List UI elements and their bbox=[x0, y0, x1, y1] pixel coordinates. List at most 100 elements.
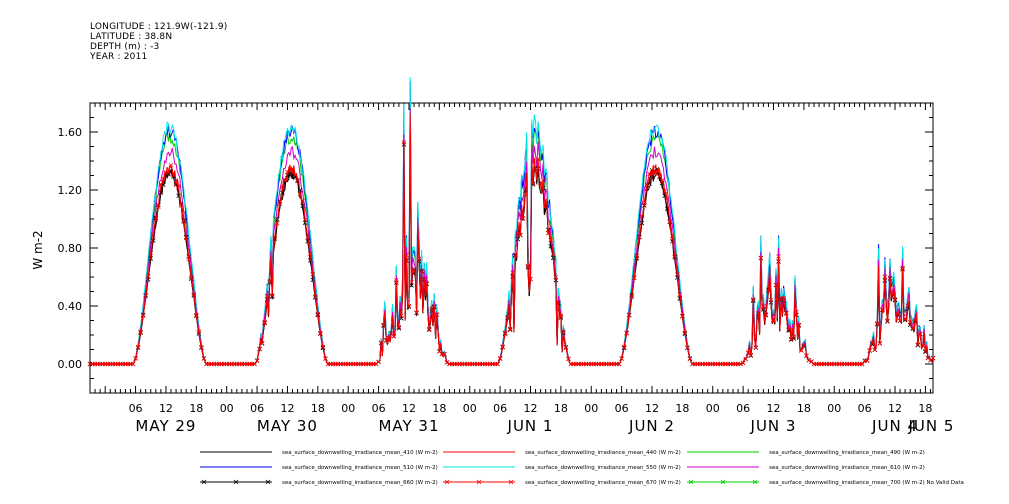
series-marker bbox=[766, 288, 771, 294]
series-marker bbox=[196, 329, 202, 335]
series-marker bbox=[887, 276, 893, 282]
series-marker bbox=[639, 213, 645, 219]
series-marker bbox=[882, 274, 888, 279]
series-marker bbox=[307, 251, 313, 257]
legend-label: sea_surface_downwelling_irradiance_mean_… bbox=[525, 450, 681, 456]
series-marker bbox=[550, 251, 556, 256]
x-hour-label: 12 bbox=[888, 402, 902, 415]
series-marker bbox=[923, 348, 928, 354]
series-marker bbox=[277, 201, 283, 207]
series-marker bbox=[647, 181, 652, 186]
x-hour-label: 12 bbox=[402, 402, 416, 415]
x-hour-label: 06 bbox=[372, 402, 386, 415]
x-day-label: JUN 4 bbox=[871, 417, 918, 435]
y-tick-label: 0.40 bbox=[58, 300, 83, 313]
x-day-label: JUN 3 bbox=[750, 417, 797, 435]
series-marker bbox=[654, 168, 660, 174]
series-marker bbox=[558, 313, 564, 319]
series-marker bbox=[502, 330, 508, 335]
series-marker bbox=[626, 312, 632, 318]
series-marker bbox=[401, 140, 407, 145]
series-marker bbox=[791, 334, 797, 340]
series-marker bbox=[530, 181, 536, 186]
series-marker bbox=[804, 353, 809, 358]
series-marker bbox=[416, 256, 422, 262]
series-marker bbox=[748, 352, 754, 358]
series-marker bbox=[680, 314, 685, 319]
series-marker bbox=[315, 311, 321, 317]
series-marker bbox=[644, 182, 650, 187]
x-hour-label: 06 bbox=[250, 402, 264, 415]
series-marker bbox=[918, 331, 923, 337]
series-marker bbox=[561, 329, 566, 334]
x-hour-label: 06 bbox=[736, 402, 750, 415]
series-marker bbox=[419, 268, 424, 274]
x-hour-label: 06 bbox=[615, 402, 629, 415]
series-marker bbox=[138, 329, 143, 335]
series-marker bbox=[188, 275, 194, 280]
series-marker bbox=[548, 237, 554, 243]
x-hour-label: 06 bbox=[493, 402, 507, 415]
series-marker bbox=[566, 356, 571, 362]
series-marker bbox=[404, 252, 409, 258]
x-hour-label: 18 bbox=[797, 402, 811, 415]
series-marker bbox=[191, 291, 197, 297]
series-marker bbox=[786, 327, 791, 332]
series-marker bbox=[796, 322, 802, 328]
series-marker bbox=[545, 230, 551, 236]
series-marker bbox=[877, 341, 883, 346]
x-hour-label: 00 bbox=[341, 402, 355, 415]
series-marker bbox=[869, 341, 875, 346]
series-marker bbox=[624, 331, 629, 336]
series-marker bbox=[376, 359, 381, 365]
legend-label: sea_surface_downwelling_irradiance_mean_… bbox=[525, 465, 681, 471]
series-marker bbox=[669, 239, 675, 244]
series-marker bbox=[133, 356, 138, 361]
longitude-label: LONGITUDE : 121.9W(-121.9) bbox=[90, 22, 228, 32]
series-marker bbox=[662, 188, 667, 194]
latitude-label: LATITUDE : 38.8N bbox=[90, 32, 173, 42]
x-hour-label: 12 bbox=[159, 402, 173, 415]
series-marker bbox=[391, 334, 397, 339]
series-marker bbox=[761, 304, 766, 309]
series-marker bbox=[444, 360, 450, 365]
legend-label: sea_surface_downwelling_irradiance_mean_… bbox=[769, 480, 964, 486]
x-day-label: MAY 29 bbox=[135, 417, 196, 435]
x-hour-label: 00 bbox=[706, 402, 720, 415]
series-marker bbox=[409, 283, 414, 288]
series-marker bbox=[776, 254, 781, 259]
series-marker bbox=[895, 311, 900, 317]
legend-label: sea_surface_downwelling_irradiance_mean_… bbox=[769, 465, 925, 471]
series-marker bbox=[262, 319, 267, 325]
x-hour-label: 18 bbox=[675, 402, 689, 415]
plot-axes: 0.00 0.40 0.80 1.20 1.60 06 12 18 00 06 12 18 00 06 12… bbox=[58, 102, 953, 435]
series-marker bbox=[297, 192, 303, 197]
series-marker bbox=[773, 282, 779, 288]
series-marker bbox=[252, 361, 257, 367]
series-line bbox=[90, 108, 934, 365]
legend-marker bbox=[508, 479, 514, 485]
y-tick-label: 0.00 bbox=[58, 358, 83, 371]
series-marker bbox=[664, 196, 670, 202]
series-marker bbox=[801, 343, 807, 348]
series-marker bbox=[432, 303, 437, 309]
series-marker bbox=[171, 172, 176, 178]
series-marker bbox=[885, 318, 890, 324]
x-hour-label: 06 bbox=[129, 402, 143, 415]
series-marker bbox=[414, 310, 419, 315]
series-marker bbox=[186, 256, 192, 262]
x-hour-label: 00 bbox=[220, 402, 234, 415]
series-marker bbox=[264, 293, 270, 299]
x-hour-label: 12 bbox=[523, 402, 537, 415]
series-marker bbox=[269, 293, 275, 298]
series-marker bbox=[140, 313, 146, 318]
series-marker bbox=[553, 275, 559, 280]
y-tick-label: 0.80 bbox=[58, 242, 83, 255]
series-group bbox=[87, 77, 936, 367]
series-marker bbox=[515, 231, 521, 237]
legend-marker bbox=[233, 479, 239, 485]
series-line bbox=[90, 77, 934, 365]
x-hour-label: 06 bbox=[858, 402, 872, 415]
plot-frame bbox=[89, 102, 934, 394]
